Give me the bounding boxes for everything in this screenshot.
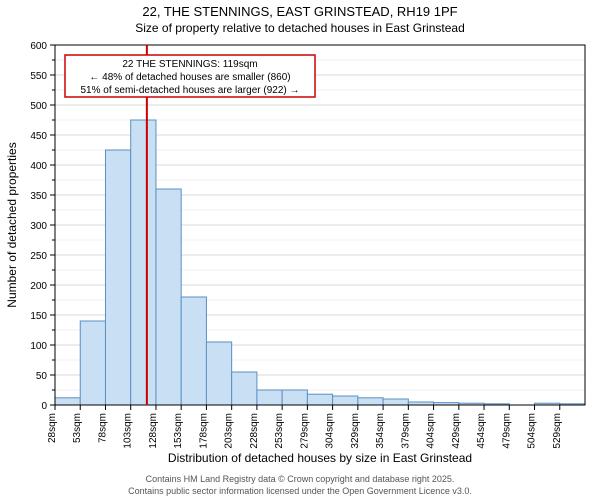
x-tick-label: 304sqm bbox=[325, 413, 336, 449]
x-tick-label: 329sqm bbox=[350, 413, 361, 449]
x-tick-label: 479sqm bbox=[501, 413, 512, 449]
x-tick-label: 404sqm bbox=[426, 413, 437, 449]
histogram-bar bbox=[80, 321, 105, 405]
y-tick-label: 550 bbox=[30, 71, 47, 82]
footer-line2: Contains public sector information licen… bbox=[128, 486, 472, 496]
x-tick-label: 429sqm bbox=[451, 413, 462, 449]
y-tick-label: 350 bbox=[30, 191, 47, 202]
histogram-bar bbox=[257, 390, 282, 405]
histogram-bar bbox=[282, 390, 307, 405]
histogram-bar bbox=[55, 398, 80, 405]
x-tick-label: 78sqm bbox=[97, 413, 108, 443]
histogram-bar bbox=[232, 372, 257, 405]
y-axis-label: Number of detached properties bbox=[5, 142, 19, 307]
y-tick-label: 150 bbox=[30, 311, 47, 322]
y-tick-label: 400 bbox=[30, 161, 47, 172]
y-tick-label: 450 bbox=[30, 131, 47, 142]
histogram-bar bbox=[131, 120, 156, 405]
x-tick-label: 504sqm bbox=[527, 413, 538, 449]
histogram-bar bbox=[307, 394, 332, 405]
annotation-line-smaller: ← 48% of detached houses are smaller (86… bbox=[89, 72, 290, 83]
histogram-bar bbox=[105, 150, 130, 405]
y-tick-label: 600 bbox=[30, 41, 47, 52]
x-tick-label: 379sqm bbox=[400, 413, 411, 449]
histogram-bar bbox=[156, 189, 181, 405]
y-tick-label: 0 bbox=[41, 401, 47, 412]
x-tick-label: 53sqm bbox=[72, 413, 83, 443]
y-tick-label: 250 bbox=[30, 251, 47, 262]
x-tick-label: 203sqm bbox=[224, 413, 235, 449]
x-tick-label: 228sqm bbox=[249, 413, 260, 449]
x-tick-label: 178sqm bbox=[198, 413, 209, 449]
x-tick-label: 354sqm bbox=[375, 413, 386, 449]
x-tick-label: 153sqm bbox=[173, 413, 184, 449]
histogram-bar bbox=[358, 398, 383, 405]
x-tick-label: 279sqm bbox=[299, 413, 310, 449]
x-tick-label: 253sqm bbox=[274, 413, 285, 449]
annotation-title: 22 THE STENNINGS: 119sqm bbox=[122, 59, 257, 70]
histogram-bar bbox=[181, 297, 206, 405]
y-tick-label: 300 bbox=[30, 221, 47, 232]
annotation-line-larger: 51% of semi-detached houses are larger (… bbox=[80, 85, 299, 96]
footer-line1: Contains HM Land Registry data © Crown c… bbox=[146, 474, 455, 484]
y-tick-label: 100 bbox=[30, 341, 47, 352]
chart-subtitle: Size of property relative to detached ho… bbox=[135, 21, 465, 35]
histogram-bar bbox=[206, 342, 231, 405]
histogram-bar bbox=[383, 399, 408, 405]
y-tick-label: 200 bbox=[30, 281, 47, 292]
x-tick-label: 529sqm bbox=[552, 413, 563, 449]
x-tick-label: 28sqm bbox=[47, 413, 58, 443]
y-tick-label: 50 bbox=[36, 371, 48, 382]
property-size-histogram: 0 50 100 150 200 250 300 350 400 450 500 550 600 28sq… bbox=[0, 0, 600, 500]
x-tick-label: 103sqm bbox=[123, 413, 134, 449]
x-tick-label: 454sqm bbox=[476, 413, 487, 449]
histogram-bar bbox=[333, 396, 358, 405]
chart-title: 22, THE STENNINGS, EAST GRINSTEAD, RH19 … bbox=[142, 4, 457, 19]
x-axis-label: Distribution of detached houses by size … bbox=[168, 451, 472, 465]
x-tick-label: 128sqm bbox=[148, 413, 159, 449]
y-tick-label: 500 bbox=[30, 101, 47, 112]
